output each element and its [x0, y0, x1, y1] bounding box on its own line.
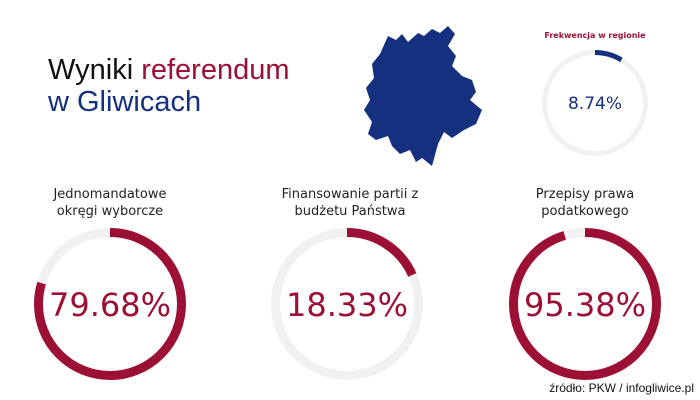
gauge-value-arc	[34, 228, 186, 380]
gauge-value-label: 18.33%	[286, 286, 408, 324]
title-part-3: w Gliwicach	[48, 86, 202, 118]
turnout-gauge: 8.74%	[542, 50, 648, 156]
jow-gauge: 79.68%	[34, 228, 186, 380]
financing-gauge: 18.33%	[271, 228, 423, 380]
gauge-value-arc	[509, 228, 661, 380]
gauge-label-jow-line-1: Jednomandatowe	[53, 187, 167, 202]
gauge-value-label: 79.68%	[49, 286, 171, 324]
gauge-label-financing: Finansowanie partii z budżetu Państwa	[255, 186, 445, 220]
page-title: Wyniki referendum w Gliwicach	[48, 54, 290, 118]
gauge-value-arc	[542, 50, 648, 156]
gauge-value-label: 95.38%	[524, 286, 646, 324]
source-note: źródło: PKW / infogliwice.pl	[549, 381, 694, 395]
gauge-label-financing-line-1: Finansowanie partii z	[281, 187, 419, 202]
gauge-value-arc	[271, 228, 423, 380]
gauge-label-tax-line-1: Przepisy prawa	[535, 187, 635, 202]
title-part-1: Wyniki	[48, 54, 142, 86]
gauge-label-tax: Przepisy prawa podatkowego	[495, 186, 675, 220]
turnout-label: Frekwencja w regionie	[544, 31, 646, 40]
gauge-label-tax-line-2: podatkowego	[541, 204, 629, 219]
gliwice-map-shape	[364, 26, 482, 166]
gauge-label-jow: Jednomandatowe okręgi wyborcze	[20, 186, 200, 220]
gauge-label-financing-line-2: budżetu Państwa	[294, 204, 406, 219]
title-part-2: referendum	[141, 54, 290, 86]
gauge-value-label: 8.74%	[568, 94, 622, 114]
gauge-label-jow-line-2: okręgi wyborcze	[56, 204, 164, 219]
gliwice-map-icon	[364, 26, 482, 166]
tax-gauge: 95.38%	[509, 228, 661, 380]
